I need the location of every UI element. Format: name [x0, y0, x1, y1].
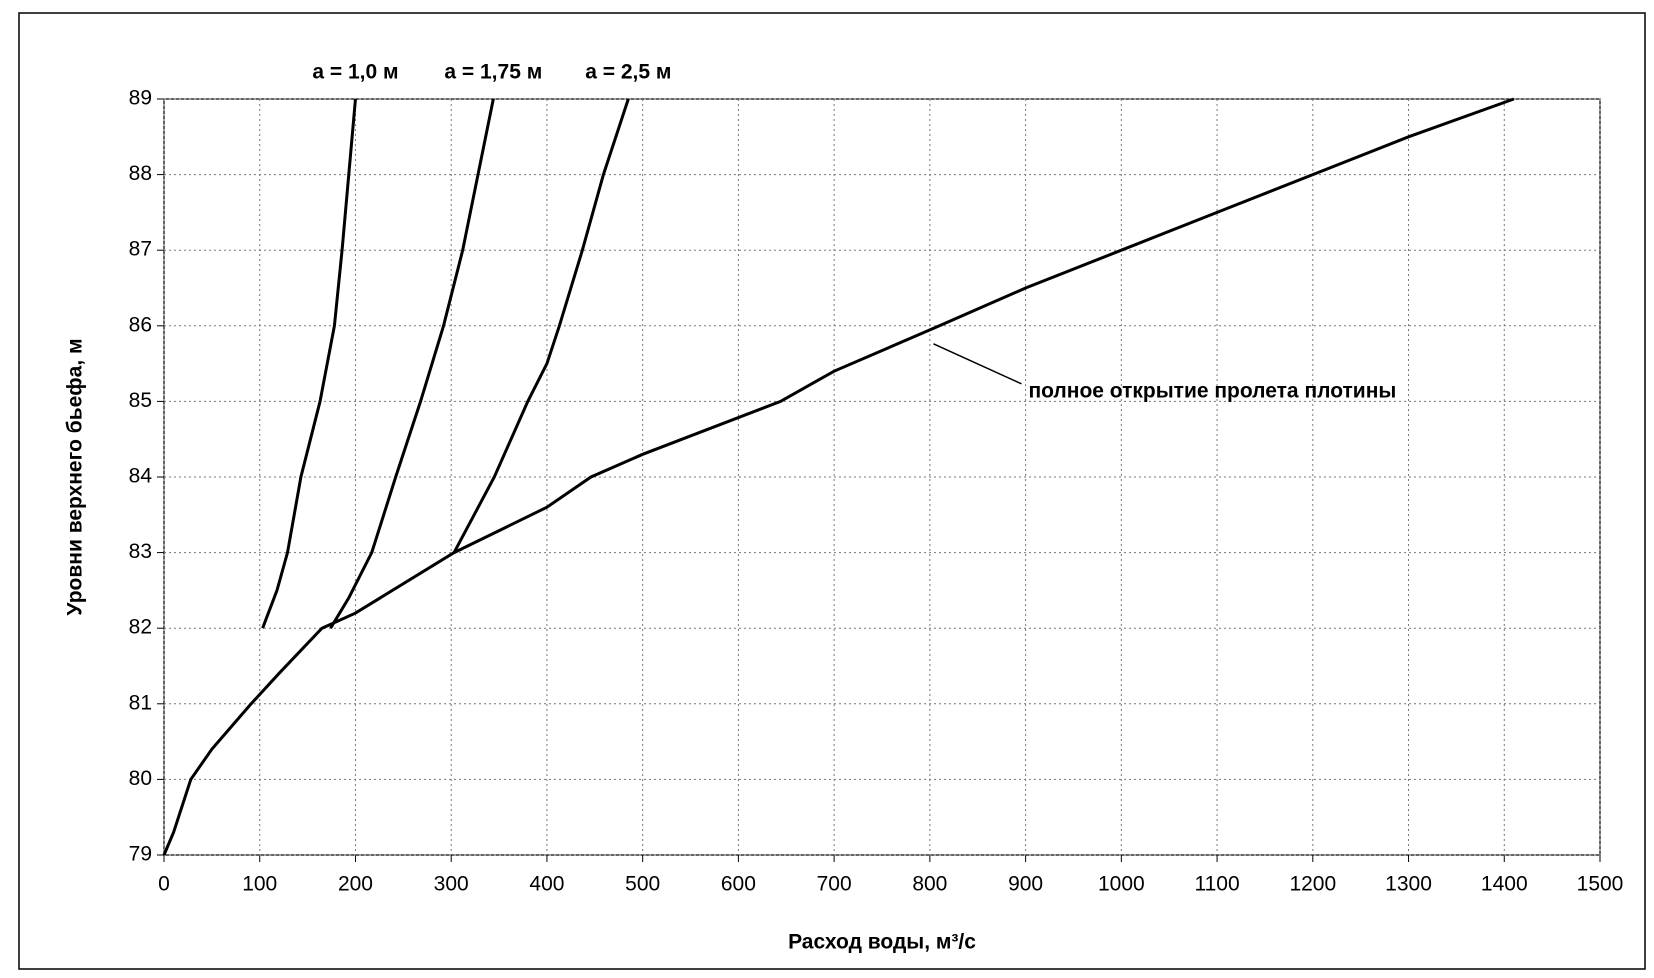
x-tick-label: 400 — [529, 873, 564, 896]
x-tick-label: 1400 — [1481, 873, 1528, 896]
y-tick-label: 80 — [129, 767, 152, 790]
y-tick-label: 89 — [129, 87, 152, 110]
x-tick-label: 1500 — [1577, 873, 1624, 896]
x-tick-label: 300 — [434, 873, 469, 896]
annotation-leader — [933, 343, 1022, 385]
series-label: a = 1,0 м — [312, 61, 398, 84]
x-tick-label: 700 — [817, 873, 852, 896]
y-tick-label: 83 — [129, 540, 152, 563]
x-tick-label: 200 — [338, 873, 373, 896]
series-label: a = 2,5 м — [585, 61, 671, 84]
x-tick-label: 0 — [158, 873, 170, 896]
x-tick-label: 900 — [1008, 873, 1043, 896]
x-axis-label: Расход воды, м³/с — [788, 931, 976, 954]
y-tick-label: 88 — [129, 162, 152, 185]
x-tick-label: 1100 — [1194, 873, 1239, 896]
chart-border — [18, 12, 1646, 970]
line — [162, 97, 1515, 856]
x-tick-label: 1000 — [1098, 873, 1145, 896]
x-tick-label: 100 — [242, 873, 277, 896]
x-tick-label: 1300 — [1385, 873, 1432, 896]
x-tick-label: 600 — [721, 873, 756, 896]
x-tick-label: 1200 — [1289, 873, 1336, 896]
y-tick-label: 85 — [129, 389, 152, 412]
y-tick-label: 81 — [129, 691, 152, 714]
y-axis-label: Уровни верхнего бьефа, м — [64, 338, 87, 615]
y-tick-label: 82 — [129, 616, 152, 639]
series-label: a = 1,75 м — [444, 61, 542, 84]
line — [452, 98, 630, 554]
x-tick-label: 800 — [912, 873, 947, 896]
x-tick-label: 500 — [625, 873, 660, 896]
y-tick-label: 79 — [129, 843, 152, 866]
line — [261, 98, 357, 629]
y-tick-label: 86 — [129, 313, 152, 336]
annotation: полное открытие пролета плотины — [1028, 379, 1396, 402]
y-tick-label: 84 — [129, 465, 153, 488]
y-tick-label: 87 — [129, 238, 152, 261]
line — [329, 98, 495, 629]
